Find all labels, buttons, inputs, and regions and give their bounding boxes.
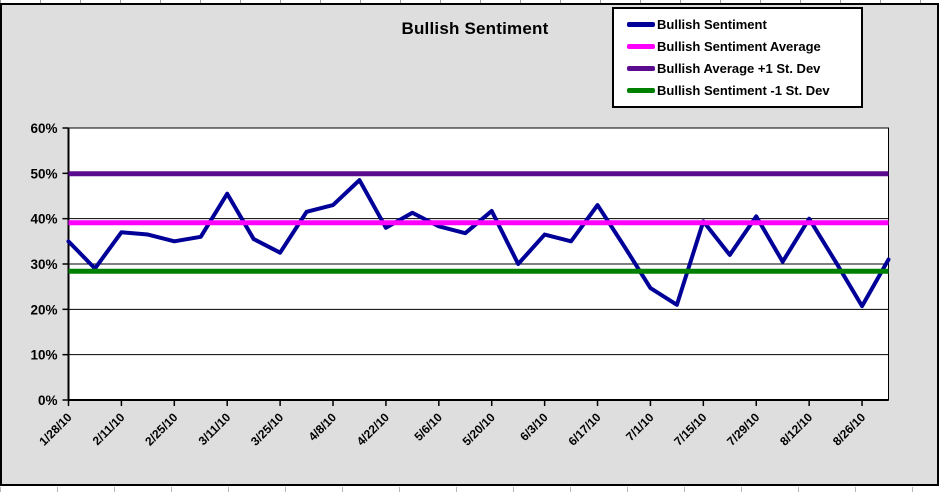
legend-item-average: Bullish Sentiment Average [627, 40, 857, 53]
legend-line-swatch [627, 65, 655, 71]
legend: Bullish Sentiment Bullish Sentiment Aver… [612, 7, 863, 108]
x-axis-label: 4/8/10 [306, 410, 340, 444]
x-axis-label: 8/12/10 [777, 410, 815, 448]
x-axis-label: 5/6/10 [411, 410, 445, 444]
chart-title: Bullish Sentiment [401, 19, 549, 38]
x-axis-label: 4/22/10 [354, 410, 392, 448]
y-axis-label: 10% [30, 348, 57, 363]
x-axis-label: 3/11/10 [196, 410, 234, 448]
legend-item-label: Bullish Sentiment Average [657, 39, 821, 55]
y-axis-label: 20% [30, 302, 57, 317]
legend-item-label: Bullish Sentiment -1 St. Dev [657, 82, 830, 98]
y-axis-label: 0% [38, 393, 58, 408]
y-axis-label: 40% [30, 212, 57, 227]
x-axis-label: 3/25/10 [248, 410, 286, 448]
x-axis-label: 2/25/10 [142, 410, 180, 448]
legend-line-swatch [627, 87, 655, 93]
x-axis-label: 7/15/10 [671, 410, 709, 448]
y-axis-label: 60% [30, 121, 57, 136]
legend-item-plus-1-stdev: Bullish Average +1 St. Dev [627, 62, 857, 75]
legend-line-swatch [627, 22, 655, 28]
legend-line-swatch [627, 44, 655, 50]
x-axis-label: 7/29/10 [724, 410, 762, 448]
x-axis-label: 2/11/10 [90, 410, 128, 448]
y-axis-label: 50% [30, 166, 57, 181]
legend-item-bullish-sentiment: Bullish Sentiment [627, 18, 857, 31]
x-axis-label: 5/20/10 [460, 410, 498, 448]
spreadsheet-edge-top [0, 0, 941, 3]
x-axis-label: 7/1/10 [623, 410, 657, 444]
legend-item-label: Bullish Sentiment [657, 17, 767, 33]
x-axis-label: 8/26/10 [830, 410, 868, 448]
legend-item-minus-1-stdev: Bullish Sentiment -1 St. Dev [627, 84, 857, 97]
spreadsheet-edge-bottom [0, 487, 941, 492]
x-axis-label: 6/17/10 [565, 410, 603, 448]
x-axis-label: 1/28/10 [36, 410, 74, 448]
legend-item-label: Bullish Average +1 St. Dev [657, 60, 821, 76]
y-axis-label: 30% [30, 257, 57, 272]
x-axis-label: 6/3/10 [517, 410, 551, 444]
